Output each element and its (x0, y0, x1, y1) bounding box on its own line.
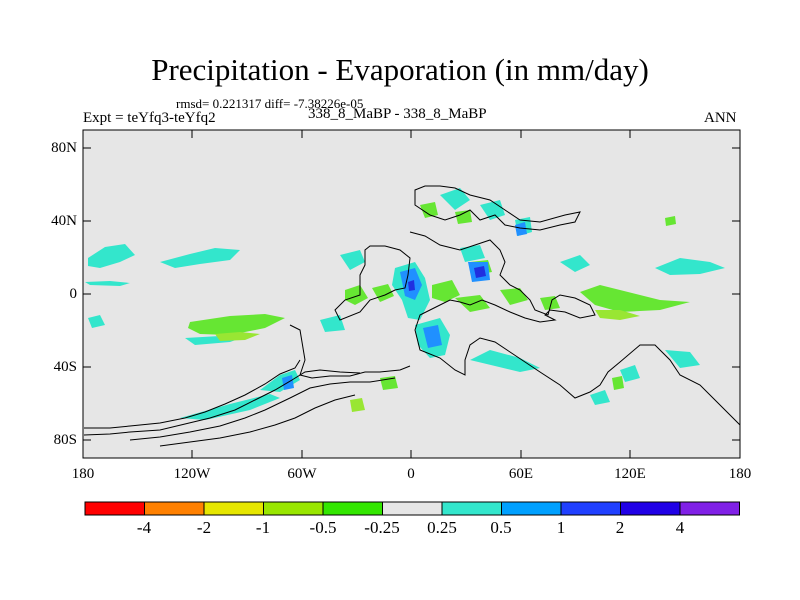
colorbar-label: -2 (196, 518, 212, 537)
x-label-180w: 180 (71, 466, 95, 482)
y-label-80s: 80S (53, 432, 77, 448)
colorbar-label: 0.25 (427, 518, 457, 537)
colorbar-swatch (382, 501, 443, 516)
colorbar-swatch (144, 501, 205, 516)
colorbar-label: -1 (255, 518, 271, 537)
colorbar-swatch (441, 501, 502, 516)
colorbar-swatch (322, 501, 383, 516)
colorbar-label: 0.5 (490, 518, 512, 537)
x-label-180e: 180 (728, 466, 752, 482)
continent-outlines (83, 185, 741, 447)
colorbar-label: -0.5 (309, 518, 337, 537)
x-label-0: 0 (407, 466, 415, 482)
colorbar-swatch (501, 501, 562, 516)
colorbar-label: 2 (615, 518, 625, 537)
stats-text: rmsd= 0.221317 diff= -7.38226e-05 (176, 96, 364, 111)
colorbar-label: -0.25 (364, 518, 400, 537)
season-label: ANN (704, 110, 737, 126)
colorbar (84, 501, 740, 516)
chart-title: Precipitation - Evaporation (in mm/day) (151, 52, 649, 87)
colorbar-swatch (84, 501, 145, 516)
colorbar-swatch (263, 501, 324, 516)
positive-anomaly-patches (85, 188, 725, 420)
colorbar-swatch (620, 501, 681, 516)
colorbar-swatch (203, 501, 264, 516)
experiment-label: Expt = teYfq3-teYfq2 (83, 110, 216, 126)
colorbar-swatch (560, 501, 621, 516)
colorbar-label: 4 (675, 518, 685, 537)
y-label-40n: 40N (51, 213, 77, 229)
y-label-40s: 40S (53, 359, 77, 375)
colorbar-label: -4 (136, 518, 152, 537)
darkblue-patches (408, 266, 486, 291)
axis-ticks (83, 130, 740, 458)
x-label-120w: 120W (173, 466, 211, 482)
subtitle-center: 338_8_MaBP - 338_8_MaBP (308, 106, 487, 122)
x-label-60w: 60W (287, 466, 317, 482)
lightgreen-patches (215, 310, 640, 412)
x-label-120e: 120E (614, 466, 646, 482)
y-label-80n: 80N (51, 140, 77, 156)
colorbar-swatch (679, 501, 740, 516)
x-label-60e: 60E (508, 466, 534, 482)
colorbar-label: 1 (556, 518, 566, 537)
y-label-0: 0 (69, 286, 78, 302)
